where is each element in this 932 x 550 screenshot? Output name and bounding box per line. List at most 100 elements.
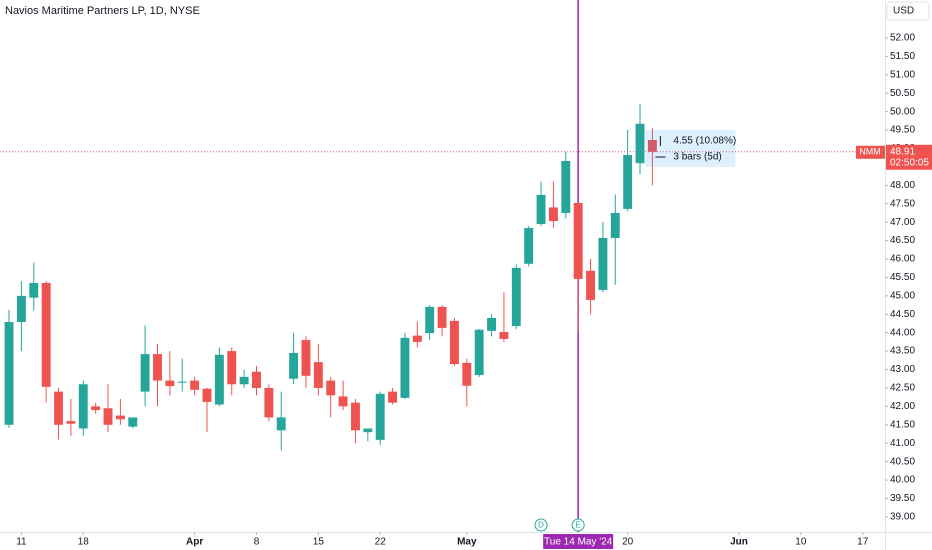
candle-body	[128, 417, 138, 427]
candle-body	[449, 320, 459, 364]
y-tick-label: 39.50	[890, 493, 915, 504]
candle-body	[313, 362, 323, 388]
candle-body	[16, 295, 26, 322]
candle-body	[573, 203, 583, 279]
measure-change: 4.55 (10.08%)	[673, 136, 736, 147]
candle-body	[363, 428, 373, 433]
y-tick-label: 46.50	[890, 235, 915, 246]
measure-bars: 3 bars (5d)	[673, 152, 721, 163]
y-tick-label: 47.50	[890, 198, 915, 209]
candle-body	[474, 329, 484, 376]
x-tick-label: 18	[78, 537, 90, 548]
candle-body	[598, 238, 608, 290]
candle-body	[548, 207, 558, 222]
candle-body	[425, 306, 435, 334]
candle-body	[524, 228, 534, 264]
candle-body	[227, 351, 237, 385]
candle-body	[78, 384, 88, 429]
candle-body	[647, 140, 657, 152]
x-tick-label: 15	[313, 537, 325, 548]
y-tick-label: 44.00	[890, 327, 915, 338]
x-tick-label: 10	[795, 537, 807, 548]
y-tick-label: 47.00	[890, 217, 915, 228]
y-tick-label: 45.50	[890, 272, 915, 283]
candle-body	[388, 391, 398, 403]
candle-body	[412, 335, 422, 342]
candle-body	[610, 212, 620, 238]
candle-body	[91, 406, 101, 411]
candle-body	[536, 194, 546, 224]
candle-body	[4, 322, 14, 425]
y-tick-label: 51.00	[890, 69, 915, 80]
price-value: 48.91	[890, 146, 915, 157]
y-tick-label: 41.50	[890, 419, 915, 430]
crosshair-label: Tue 14 May '24	[544, 537, 613, 548]
candle-body	[153, 354, 162, 381]
crosshair-badge	[543, 534, 614, 549]
x-tick-label: 8	[254, 537, 260, 548]
candle-body	[202, 388, 212, 402]
y-tick-label: 49.50	[890, 125, 915, 136]
x-tick-label: Apr	[186, 537, 203, 548]
y-tick-label: 43.00	[890, 364, 915, 375]
candle-body	[326, 380, 336, 396]
candle-body	[264, 387, 274, 418]
candle-body	[635, 123, 645, 164]
symbol-label: NMM	[859, 147, 881, 157]
price-badge	[886, 144, 932, 170]
candle-body	[289, 352, 299, 379]
candle-body	[41, 282, 51, 387]
y-tick-label: 50.50	[890, 88, 915, 99]
currency-box[interactable]	[886, 1, 930, 21]
candle-body	[487, 317, 497, 331]
y-tick-label: 40.00	[890, 475, 915, 486]
candle-body	[115, 415, 125, 420]
y-tick-label: 39.00	[890, 512, 915, 523]
event-label: E	[575, 521, 580, 530]
event-marker	[571, 518, 585, 532]
chart-title: Navios Maritime Partners LP, 1D, NYSE	[5, 5, 200, 17]
symbol-badge	[856, 145, 885, 159]
candle-body	[511, 267, 521, 327]
candle-body	[252, 371, 261, 388]
x-tick-label: Jun	[730, 537, 748, 548]
x-tick-label: 20	[622, 537, 634, 548]
y-tick-label: 43.50	[890, 346, 915, 357]
candle-body	[462, 362, 472, 386]
currency: USD	[893, 6, 914, 17]
candle-body	[561, 161, 571, 213]
candle-body	[165, 380, 175, 387]
candle-body	[239, 376, 249, 385]
y-tick-label: 41.00	[890, 438, 915, 449]
event-label: D	[538, 521, 544, 530]
y-tick-label: 48.00	[890, 180, 915, 191]
candle-body	[140, 354, 150, 392]
y-tick-label: 52.00	[890, 33, 915, 44]
x-tick-label: May	[457, 537, 477, 548]
y-tick-label: 50.00	[890, 106, 915, 117]
y-tick-label: 42.00	[890, 401, 915, 412]
candle-body	[29, 282, 39, 298]
candle-body	[586, 270, 595, 300]
y-tick-label: 46.00	[890, 254, 915, 265]
candle-body	[177, 381, 187, 383]
candle-body	[338, 396, 348, 407]
x-tick-label: 17	[857, 537, 869, 548]
price-countdown: 02:50:05	[890, 157, 929, 168]
y-tick-label: 45.00	[890, 290, 915, 301]
y-tick-label: 42.50	[890, 383, 915, 394]
x-tick-label: 11	[16, 537, 27, 548]
candle-body	[375, 393, 385, 440]
candle-body	[54, 391, 63, 425]
candle-body	[103, 408, 113, 425]
candle-body	[190, 380, 200, 390]
candle-body	[623, 155, 633, 209]
y-tick-label: 51.50	[890, 51, 915, 62]
x-tick-label: 22	[375, 537, 387, 548]
candle-body	[499, 331, 509, 339]
candle-body	[400, 337, 410, 398]
candle-body	[437, 306, 447, 328]
